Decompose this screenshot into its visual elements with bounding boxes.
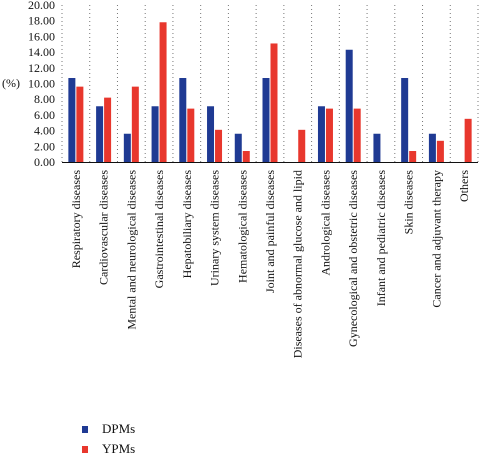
y-tick-label: 10.00 [28,77,55,91]
x-category-label: Others [457,170,471,202]
bar-dpms-11 [373,133,381,162]
legend-item-ypms: YPMs [82,441,135,457]
bar-ypms-12 [409,151,417,162]
y-tick-label: 4.00 [34,124,55,138]
bar-dpms-9 [317,106,325,162]
bar-ypms-3 [159,22,167,162]
legend-label-ypms: YPMs [102,441,136,456]
bar-ypms-5 [215,129,223,162]
y-tick-label: 20.00 [28,0,55,12]
x-category-label: Andrological diseases [318,170,332,276]
bar-ypms-1 [104,97,112,162]
x-category-label: Diseases of abnormal glucose and lipid [291,170,305,358]
bar-dpms-1 [96,106,104,162]
bar-dpms-7 [262,78,270,162]
bar-ypms-8 [298,129,306,162]
y-tick-label: 8.00 [34,92,55,106]
bar-ypms-2 [131,86,139,162]
y-tick-label: 6.00 [34,108,55,122]
x-category-label: Infant and pediatric diseases [374,170,388,307]
x-category-label: Gastrointestinal diseases [152,170,166,289]
bar-dpms-0 [68,78,76,162]
y-tick-label: 12.00 [28,61,55,75]
x-category-label: Cancer and adjuvant therapy [429,170,443,308]
legend-swatch-ypms [82,445,88,453]
bar-dpms-3 [151,106,159,162]
bar-ypms-7 [270,43,278,163]
bar-dpms-2 [123,133,131,162]
bar-ypms-4 [187,108,195,162]
bar-ypms-6 [242,151,250,162]
x-category-label: Skin diseases [402,170,416,235]
bars [68,22,472,163]
bar-ypms-13 [436,140,444,162]
x-category-label: Joint and painful diseases [263,170,277,293]
x-category-label: Cardiovascular diseases [97,170,111,285]
legend-label-dpms: DPMs [102,421,136,436]
bar-ypms-10 [353,108,361,162]
bar-dpms-4 [179,78,187,162]
x-axis-labels: Respiratory diseases Cardiovascular disea… [69,170,471,359]
x-category-label: Hepatobiliary diseases [180,170,194,279]
legend-item-dpms: DPMs [82,421,135,437]
bar-dpms-10 [345,49,353,163]
bar-dpms-12 [401,78,409,162]
x-category-label: Urinary system diseases [208,170,222,286]
x-category-label: Hematological diseases [235,170,249,283]
bar-dpms-5 [207,106,215,162]
y-tick-label: 14.00 [28,45,55,59]
y-tick-label: 16.00 [28,29,55,43]
bar-dpms-6 [234,133,242,162]
y-axis-label: (%) [2,76,20,90]
legend-swatch-dpms [82,425,88,433]
y-tick-label: 0.00 [34,155,55,169]
bar-ypms-14 [464,118,472,162]
y-tick-label: 2.00 [34,139,55,153]
bar-dpms-13 [428,133,436,162]
bar-ypms-0 [76,86,84,162]
y-tick-label: 18.00 [28,14,55,28]
x-category-label: Respiratory diseases [69,170,83,269]
x-category-label: Mental and neurological diseases [124,170,138,330]
x-category-label: Gynecological and obstetric diseases [346,170,360,347]
bar-ypms-9 [325,108,333,162]
